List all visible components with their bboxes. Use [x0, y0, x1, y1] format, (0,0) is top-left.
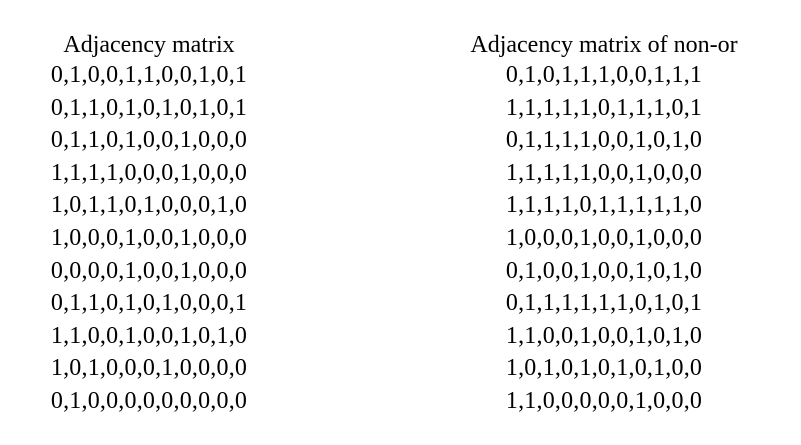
matrix-row: 0,1,1,1,1,0,0,1,0,1,0 [505, 127, 703, 154]
matrix-row: 0,1,1,0,1,0,0,1,0,0,0 [50, 127, 248, 154]
matrix-row: 0,1,0,1,1,1,0,0,1,1,1 [505, 62, 703, 88]
non-or-adjacency-matrix-title: Adjacency matrix of non-or [470, 32, 738, 58]
matrix-row: 1,1,0,0,0,0,0,1,0,0,0 [505, 387, 703, 414]
non-or-adjacency-matrix-body: 0,1,0,1,1,1,0,0,1,1,1 1,1,1,1,1,0,1,1,1,… [440, 59, 768, 418]
matrix-row: 1,1,1,1,0,0,0,1,0,0,0 [50, 159, 248, 186]
matrix-row: 0,1,0,0,0,0,0,0,0,0,0 [50, 387, 248, 414]
matrix-row: 0,1,0,0,1,1,0,0,1,0,1 [50, 62, 248, 88]
matrix-row: 0,1,1,0,1,0,1,0,1,0,1 [50, 94, 248, 121]
matrix-row: 0,1,0,0,1,0,0,1,0,1,0 [505, 257, 703, 284]
adjacency-matrix-block: Adjacency matrix 0,1,0,0,1,1,0,0,1,0,1 0… [0, 31, 298, 418]
matrix-row: 1,1,0,0,1,0,0,1,0,1,0 [505, 322, 703, 349]
matrix-row: 0,1,1,1,1,1,1,0,1,0,1 [505, 290, 703, 317]
matrix-row: 1,1,1,1,0,1,1,1,1,1,0 [505, 192, 703, 219]
matrix-row: 1,0,1,0,0,0,1,0,0,0,0 [50, 355, 248, 382]
matrix-row: 1,0,0,0,1,0,0,1,0,0,0 [505, 224, 703, 251]
matrix-row: 1,0,0,0,1,0,0,1,0,0,0 [50, 224, 248, 251]
matrix-row: 1,1,1,1,1,0,0,1,0,0,0 [505, 159, 703, 186]
matrix-row: 1,0,1,1,0,1,0,0,0,1,0 [50, 192, 248, 219]
adjacency-matrix-title: Adjacency matrix [63, 32, 235, 58]
non-or-adjacency-matrix-block: Adjacency matrix of non-or 0,1,0,1,1,1,0… [440, 31, 768, 418]
matrix-row: 1,1,1,1,1,0,1,1,1,0,1 [505, 94, 703, 121]
matrix-row: 0,0,0,0,1,0,0,1,0,0,0 [50, 257, 248, 284]
matrix-row: 1,1,0,0,1,0,0,1,0,1,0 [50, 322, 248, 349]
matrix-row: 1,0,1,0,1,0,1,0,1,0,0 [505, 355, 703, 382]
matrix-row: 0,1,1,0,1,0,1,0,0,0,1 [50, 290, 248, 317]
adjacency-matrix-body: 0,1,0,0,1,1,0,0,1,0,1 0,1,1,0,1,0,1,0,1,… [0, 59, 298, 418]
